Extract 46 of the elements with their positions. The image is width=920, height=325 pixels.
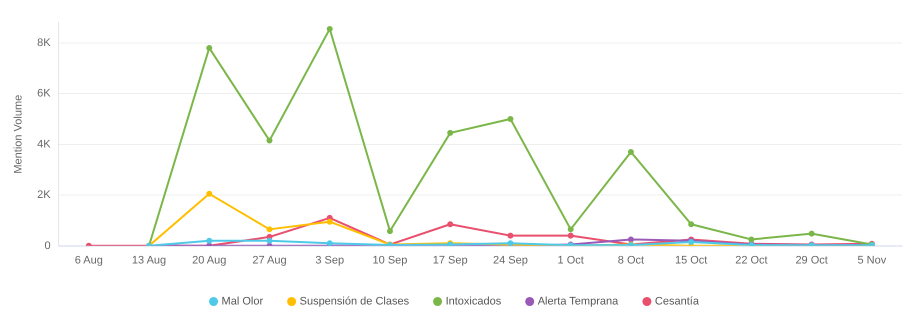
point	[206, 44, 212, 51]
x-tick-label: 22 Oct	[735, 254, 768, 266]
y-tick-label: 2K	[37, 189, 52, 202]
legend-label: Alerta Temprana	[538, 296, 620, 308]
x-tick-label: 24 Sep	[493, 254, 528, 266]
point	[326, 26, 333, 32]
point	[688, 221, 694, 228]
point	[326, 240, 333, 246]
point	[507, 232, 514, 239]
point	[266, 226, 272, 232]
legend-label: Intoxicados	[446, 296, 502, 308]
point	[447, 221, 454, 228]
y-axis-title: Mention Volume	[12, 94, 25, 174]
x-tick-label: 20 Aug	[192, 254, 226, 266]
point	[568, 232, 574, 239]
x-tick-label: 1 Oct	[558, 254, 584, 266]
x-tick-label: 10 Sep	[372, 254, 408, 266]
x-tick-label: 27 Aug	[252, 254, 287, 266]
point	[808, 230, 815, 237]
point	[206, 238, 212, 244]
x-tick-label: 3 Sep	[315, 254, 344, 266]
point	[748, 236, 754, 242]
x-tick-label: 8 Oct	[618, 254, 644, 266]
x-tick-label: 17 Sep	[432, 254, 468, 266]
point	[266, 138, 272, 144]
x-tick-label: 5 Nov	[858, 254, 887, 266]
y-tick-label: 4K	[37, 138, 52, 150]
point	[326, 218, 333, 225]
point	[266, 238, 272, 244]
point	[206, 190, 212, 197]
x-tick-label: 29 Oct	[795, 254, 828, 266]
y-tick-label: 0	[44, 240, 51, 252]
y-tick-label: 8K	[37, 36, 52, 49]
point	[628, 236, 634, 242]
point	[568, 226, 574, 232]
point	[507, 116, 514, 122]
y-tick-label: 6K	[37, 88, 52, 100]
point	[628, 148, 634, 155]
legend-label: Cesantía	[654, 296, 700, 308]
x-tick-label: 15 Oct	[674, 254, 708, 266]
legend-label: Suspensión de Clases	[300, 296, 410, 308]
point	[447, 130, 454, 136]
legend-label: Mal Olor	[222, 296, 264, 308]
x-tick-label: 13 Aug	[132, 254, 166, 266]
point	[386, 228, 393, 234]
x-tick-label: 6 Aug	[74, 254, 103, 266]
